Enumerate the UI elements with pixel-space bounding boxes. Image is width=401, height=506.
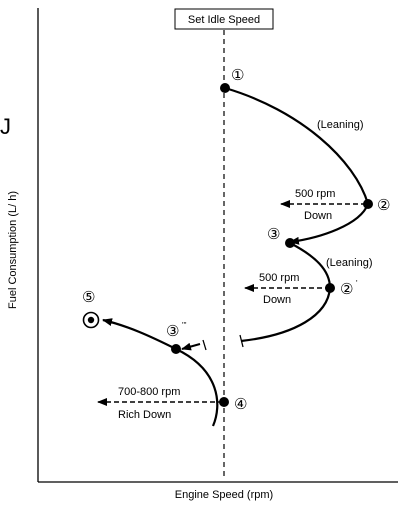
point-1-dot [220,83,230,93]
stray-mark: J [0,114,11,139]
point-4-label: ④ [234,396,247,413]
x-axis-label: Engine Speed (rpm) [175,489,273,501]
point-2prime-mark: ' [356,279,358,288]
leaning-label-2: (Leaning) [326,257,372,269]
drop-3-dir: Rich Down [118,409,171,421]
drop-2-dir: Down [263,294,291,306]
point-1-label: ① [231,67,244,84]
drop-1-dir: Down [304,210,332,222]
point-4-dot [219,397,229,407]
point-5-dot [87,316,95,324]
arrow-into-3-triple [181,342,201,351]
point-2-dot [363,199,373,209]
leaning-label-1: (Leaning) [317,119,363,131]
point-3-triple-dot [171,344,181,354]
point-3-label: ③ [267,226,280,243]
point-2-label: ② [377,197,390,214]
curve-2prime-tick [239,334,244,348]
drop-2-rpm: 500 rpm [259,272,299,284]
point-2prime-label: ② [340,281,353,298]
point-2prime-dot [325,283,335,293]
idle-label: Set Idle Speed [188,14,260,26]
drop-1-rpm: 500 rpm [295,188,335,200]
idle-label-box [174,8,274,30]
point-5-label: ⑤ [82,289,95,306]
point-3-triple-mark: ''' [182,321,187,330]
curve-3-to-2prime [240,242,332,343]
curve-1-to-2 [224,86,370,245]
tick-near-3-triple [202,339,207,351]
point-3-triple-label: ③ [166,323,179,340]
point-3-dot [285,238,295,248]
drop-3-rpm: 700-800 rpm [118,386,180,398]
y-axis-label: Fuel Consumption (L/ h) [7,191,19,309]
